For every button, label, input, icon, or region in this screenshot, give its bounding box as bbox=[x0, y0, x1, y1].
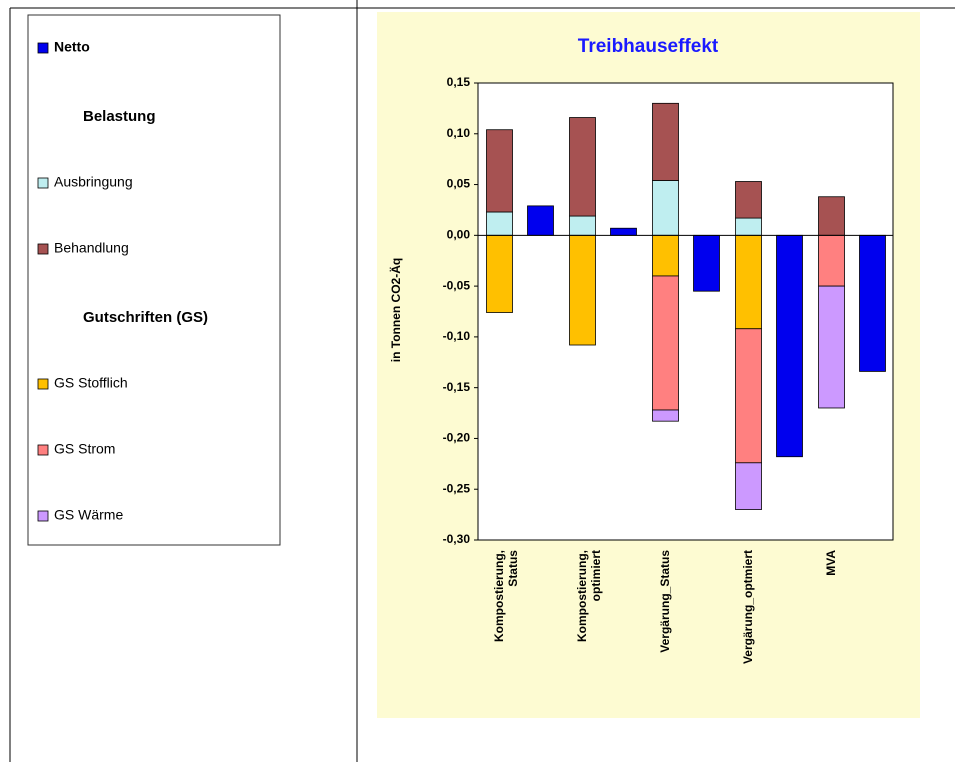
y-tick-label: 0,15 bbox=[447, 75, 471, 89]
bar bbox=[569, 215, 596, 236]
y-tick-label: -0,25 bbox=[443, 481, 471, 495]
bar bbox=[486, 211, 513, 236]
bar bbox=[735, 328, 762, 464]
bar bbox=[486, 129, 513, 213]
legend-label: GS Stofflich bbox=[54, 375, 128, 391]
bar bbox=[569, 234, 596, 346]
legend-swatch bbox=[37, 177, 49, 189]
y-tick-label: -0,20 bbox=[443, 431, 471, 445]
bar bbox=[652, 275, 679, 411]
bar bbox=[735, 234, 762, 330]
legend-box bbox=[27, 14, 281, 546]
legend-swatch bbox=[37, 444, 49, 456]
x-tick-label: Vergärung_optmiert bbox=[740, 550, 755, 665]
legend-label: GS Strom bbox=[54, 441, 115, 457]
x-tick-label: MVA bbox=[823, 550, 838, 576]
legend-swatch bbox=[37, 378, 49, 390]
bar bbox=[527, 205, 554, 236]
y-tick-label: 0,05 bbox=[447, 177, 471, 191]
bar bbox=[652, 180, 679, 236]
bar bbox=[652, 234, 679, 277]
bar bbox=[652, 102, 679, 181]
y-tick-label: 0,00 bbox=[447, 228, 471, 242]
x-tick-label: Kompostierung, optimiert bbox=[574, 550, 603, 642]
y-tick-label: -0,30 bbox=[443, 532, 471, 546]
bar bbox=[735, 462, 762, 510]
chart-title: Treibhauseffekt bbox=[578, 36, 719, 57]
x-tick-label: Vergärung_Status bbox=[657, 550, 672, 653]
legend-label: GS Wärme bbox=[54, 507, 123, 523]
legend-swatch bbox=[37, 510, 49, 522]
bar bbox=[652, 409, 679, 422]
legend-label: Netto bbox=[54, 39, 90, 55]
bar bbox=[859, 234, 886, 372]
bar bbox=[776, 234, 803, 458]
bar bbox=[486, 234, 513, 313]
bar bbox=[818, 234, 845, 287]
x-tick-label: Kompostierung, Status bbox=[491, 550, 520, 642]
bar bbox=[610, 227, 637, 236]
y-tick-label: 0,10 bbox=[447, 126, 471, 140]
bar bbox=[693, 234, 720, 292]
bar bbox=[818, 196, 845, 236]
bar bbox=[569, 117, 596, 217]
y-tick-label: -0,10 bbox=[443, 329, 471, 343]
bar bbox=[735, 217, 762, 236]
legend-swatch bbox=[37, 42, 49, 54]
legend-label: Behandlung bbox=[54, 240, 129, 256]
y-tick-label: -0,05 bbox=[443, 278, 471, 292]
bar bbox=[735, 181, 762, 219]
y-axis-label: in Tonnen CO2-Äq bbox=[388, 258, 403, 362]
legend-heading: Gutschriften (GS) bbox=[83, 309, 208, 326]
bar bbox=[818, 285, 845, 409]
legend-swatch bbox=[37, 243, 49, 255]
legend-heading: Belastung bbox=[83, 108, 156, 125]
y-tick-label: -0,15 bbox=[443, 380, 471, 394]
legend-label: Ausbringung bbox=[54, 174, 133, 190]
